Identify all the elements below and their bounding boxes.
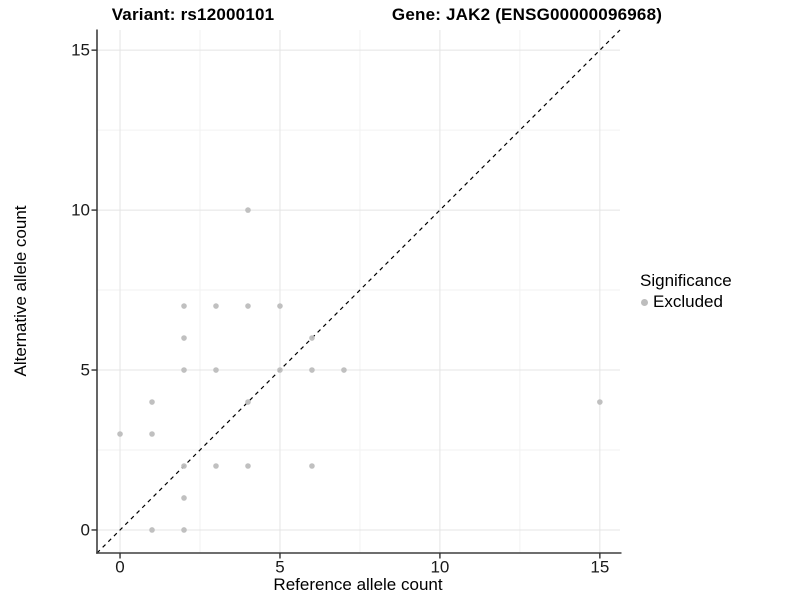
x-tick-label: 0 (115, 557, 125, 577)
data-point (213, 463, 219, 469)
x-tick-label: 5 (275, 557, 285, 577)
x-tick-label: 10 (430, 557, 450, 577)
data-point (181, 335, 187, 341)
legend-title: Significance (640, 271, 732, 290)
data-point (309, 463, 315, 469)
data-point (181, 303, 187, 309)
data-point (149, 527, 155, 533)
identity-line (96, 29, 621, 554)
y-tick-label: 0 (80, 520, 90, 540)
y-tick-label: 10 (71, 200, 90, 220)
data-point (117, 431, 123, 437)
data-point (245, 463, 251, 469)
legend-item-label: Excluded (653, 292, 723, 311)
data-point (277, 367, 283, 373)
data-point (309, 367, 315, 373)
data-point (245, 207, 251, 213)
chart-title-variant: Variant: rs12000101 (111, 5, 275, 24)
x-tick-label: 15 (590, 557, 610, 577)
legend: Significance Excluded (640, 271, 732, 312)
legend-item-excluded: Excluded (641, 292, 732, 312)
data-point (181, 367, 187, 373)
data-point (213, 367, 219, 373)
dot-icon (641, 298, 648, 306)
data-point (149, 431, 155, 437)
y-tick-label: 15 (71, 40, 90, 60)
data-point (181, 495, 187, 501)
data-point (597, 399, 603, 405)
y-tick-label: 5 (80, 360, 90, 380)
data-point (341, 367, 347, 373)
data-point (213, 303, 219, 309)
chart-title-gene: Gene: JAK2 (ENSG00000096968) (391, 5, 663, 24)
data-point (181, 463, 187, 469)
data-point (277, 303, 283, 309)
data-point (181, 527, 187, 533)
x-axis-label: Reference allele count (273, 575, 443, 594)
data-point (245, 399, 251, 405)
data-point (149, 399, 155, 405)
data-point (245, 303, 251, 309)
data-point (309, 335, 315, 341)
plot-area (91, 29, 622, 559)
y-axis-label: Alternative allele count (11, 205, 30, 377)
